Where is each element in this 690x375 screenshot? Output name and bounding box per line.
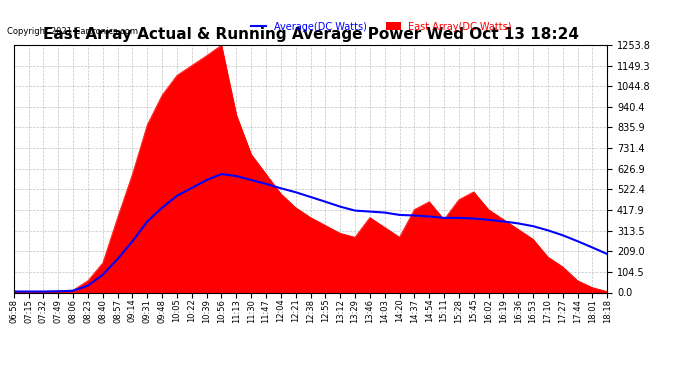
Legend: Average(DC Watts), East Array(DC Watts): Average(DC Watts), East Array(DC Watts)	[248, 18, 516, 36]
Text: Copyright 2021 Cartronics.com: Copyright 2021 Cartronics.com	[7, 27, 138, 36]
Title: East Array Actual & Running Average Power Wed Oct 13 18:24: East Array Actual & Running Average Powe…	[43, 27, 578, 42]
